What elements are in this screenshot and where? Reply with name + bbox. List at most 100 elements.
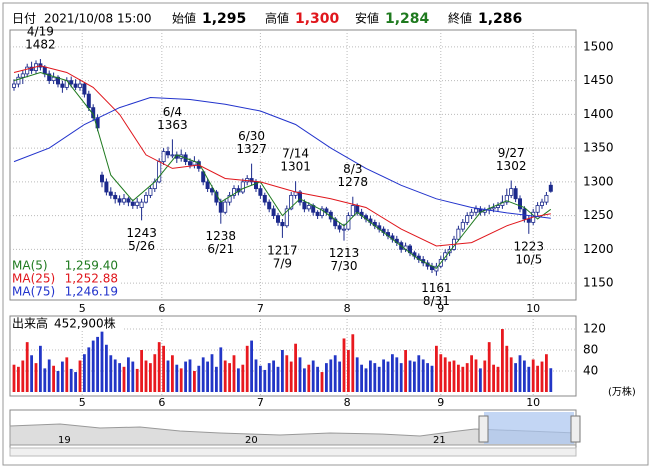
volume-bar xyxy=(127,357,130,392)
volume-bar xyxy=(118,363,121,392)
annotation-price: 1363 xyxy=(157,118,188,132)
candle-body xyxy=(302,201,307,210)
legend-name: MA(5) xyxy=(12,259,48,273)
candle-body xyxy=(306,205,311,210)
header-value: 1,295 xyxy=(202,11,246,27)
candle-body xyxy=(148,188,153,196)
candle-body xyxy=(11,83,16,88)
x-tick-label: 10 xyxy=(526,396,540,409)
volume-bar xyxy=(492,364,495,392)
volume-bar xyxy=(479,368,482,392)
scrollbar[interactable] xyxy=(9,447,577,457)
volume-bar xyxy=(228,363,231,392)
volume-bar xyxy=(518,355,522,392)
candle-body xyxy=(135,201,140,206)
volume-bar xyxy=(193,371,196,392)
volume-bar xyxy=(421,359,425,392)
candle-body xyxy=(170,154,175,157)
candle-body xyxy=(469,211,474,217)
annotation-price: 1301 xyxy=(280,160,311,174)
candle-body xyxy=(526,218,531,223)
annotation-price: 1302 xyxy=(496,159,527,173)
volume-bar xyxy=(179,368,183,392)
annotation-date: 7/14 xyxy=(282,147,309,161)
volume-bar xyxy=(78,360,82,392)
volume-bar xyxy=(325,363,328,392)
candle-body xyxy=(355,205,360,213)
candle-body xyxy=(540,201,545,206)
legend-name: MA(25) xyxy=(12,272,55,286)
volume-bar xyxy=(65,357,69,392)
volume-bar xyxy=(408,360,412,392)
x-tick-label: 6 xyxy=(158,302,165,315)
ma-line xyxy=(13,96,551,219)
header-value: 1,284 xyxy=(385,11,430,27)
candle-body xyxy=(113,194,118,200)
candle-body xyxy=(139,201,144,208)
volume-bar xyxy=(391,354,394,392)
volume-bar xyxy=(501,329,504,392)
candle-body xyxy=(284,208,289,227)
volume-bar xyxy=(144,360,148,392)
volume-panel xyxy=(9,315,577,397)
volume-bar xyxy=(267,363,271,392)
candle-body xyxy=(104,181,109,193)
annotation-date: 8/3 xyxy=(343,162,362,176)
navigator-selection[interactable] xyxy=(484,412,574,444)
y-tick-label: 1500 xyxy=(583,39,614,53)
candle-body xyxy=(495,205,500,208)
candle-body xyxy=(324,208,329,213)
volume-bar xyxy=(122,366,126,392)
volume-bar xyxy=(259,365,262,392)
volume-bar xyxy=(311,360,315,392)
volume-bar xyxy=(39,345,42,392)
candle-body xyxy=(504,194,509,203)
volume-bar xyxy=(483,360,487,392)
candle-body xyxy=(315,211,320,217)
volume-bar xyxy=(83,354,86,392)
navigator-handle[interactable] xyxy=(570,415,581,443)
volume-bar xyxy=(294,343,297,392)
y-tick-label: 1200 xyxy=(583,242,614,256)
candle-body xyxy=(218,201,223,213)
volume-bar xyxy=(140,350,143,392)
annotation-price: 1213 xyxy=(329,246,360,260)
volume-bar xyxy=(96,336,99,392)
volume-label-bg xyxy=(11,317,123,330)
candle-body xyxy=(47,73,52,82)
volume-bar xyxy=(347,350,350,392)
x-tick-label: 8 xyxy=(344,302,351,315)
annotation-price: 1482 xyxy=(25,38,56,52)
x-tick-label: 7 xyxy=(257,396,264,409)
navigator: 19 20 21 xyxy=(9,409,581,457)
volume-bar xyxy=(399,363,403,392)
navigator-label: 19 xyxy=(58,435,71,446)
volume-bar xyxy=(17,366,20,392)
x-tick-label: 5 xyxy=(79,396,86,409)
navigator-handle[interactable] xyxy=(478,415,489,443)
volume-bar xyxy=(351,334,355,392)
header-label: 安値 xyxy=(355,11,379,26)
candle-body xyxy=(465,215,470,223)
volume-bar xyxy=(91,340,95,392)
volume-bar xyxy=(149,363,152,392)
volume-bar xyxy=(461,366,465,392)
volume-bar xyxy=(443,357,447,392)
volume-bar xyxy=(250,340,253,392)
volume-bar xyxy=(470,355,473,392)
candle-body xyxy=(509,188,514,196)
candle-body xyxy=(280,221,285,227)
volume-bar xyxy=(465,363,469,392)
candle-body xyxy=(522,208,527,220)
candle-body xyxy=(187,161,192,166)
header-label: 終値 xyxy=(448,11,472,26)
volume-bar xyxy=(496,366,500,392)
volume-bar xyxy=(373,363,377,392)
candle-body xyxy=(73,83,78,88)
volume-bar xyxy=(210,354,214,392)
candle-body xyxy=(157,161,162,183)
header: 日付 2021/10/08 15:00 始値 1,295 高値 1,300 安値… xyxy=(12,11,522,28)
volume-bar xyxy=(188,359,192,392)
annotation-price: 1223 xyxy=(514,239,545,253)
candle-body xyxy=(56,76,61,85)
